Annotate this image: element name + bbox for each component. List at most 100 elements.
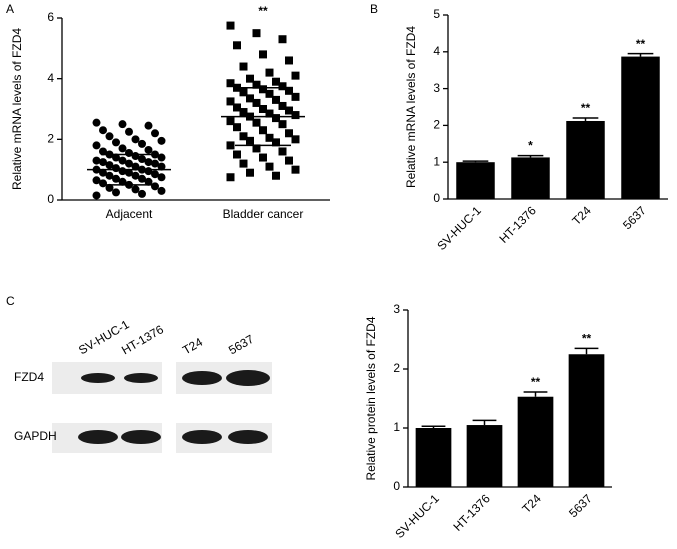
data-point [125,159,133,168]
data-point [265,109,274,118]
data-point [118,120,127,129]
data-point [144,121,153,130]
x-tick-label: HT-1376 [496,203,539,246]
x-tick-label: 5637 [566,491,595,520]
data-point [239,88,248,97]
panel-label: C [6,294,15,308]
data-point [151,182,159,191]
data-point [112,138,120,147]
data-point [285,129,293,138]
blot-band [228,430,268,444]
panel-label: B [370,2,378,16]
data-point [157,186,166,195]
data-point [233,41,241,50]
data-point [99,168,107,177]
data-point [272,171,280,180]
data-point [138,139,146,148]
data-point [144,158,153,167]
data-point [239,159,248,168]
data-point [226,97,235,106]
y-tick-label: 6 [47,10,54,24]
data-point [239,132,248,141]
data-point [99,147,107,156]
y-tick-label: 4 [47,71,54,85]
data-point [246,168,254,177]
y-tick-label: 2 [433,118,440,132]
data-point [226,21,235,30]
bar [415,428,452,487]
row-label: GAPDH [14,429,57,443]
y-tick-label: 4 [433,44,440,58]
y-axis-label: Relative mRNA levels of FZD4 [404,26,418,188]
x-tick-label: Adjacent [106,207,153,221]
data-point [252,118,261,127]
data-point [291,92,300,101]
x-tick-label: HT-1376 [450,491,493,534]
bar [517,396,554,487]
blot-band [81,373,115,383]
data-point [259,126,267,135]
data-point [151,170,159,179]
data-point [291,165,300,174]
data-point [138,189,146,198]
data-point [278,147,287,156]
data-point [285,156,293,165]
data-point [131,171,140,180]
y-tick-label: 3 [393,302,400,316]
y-tick-label: 3 [433,81,440,95]
data-point [226,117,235,126]
data-point [278,35,287,44]
data-point [239,62,248,71]
data-point [246,136,254,145]
data-point [252,98,261,107]
x-tick-label: SV-HUC-1 [434,203,484,253]
data-point [92,191,101,200]
y-tick-label: 0 [433,191,440,205]
panel-label: A [6,2,14,16]
data-point [272,138,280,147]
x-tick-label: Bladder cancer [223,207,304,221]
y-tick-label: 1 [433,154,440,168]
data-point [252,80,261,89]
data-point [92,118,101,127]
y-tick-label: 5 [433,7,440,21]
data-point [131,185,140,194]
y-axis-label: Relative protein levels of FZD4 [364,316,378,480]
data-point [226,79,235,88]
bar [621,56,660,199]
data-point [252,29,261,38]
data-point [138,174,146,183]
y-tick-label: 2 [47,132,54,146]
lane-label: T24 [180,335,205,358]
bar [566,120,605,199]
annotation: ** [636,37,646,51]
data-point [265,89,274,98]
data-point [259,85,267,94]
data-point [118,177,127,186]
blot-band [182,371,222,385]
data-point [138,155,146,164]
data-point [105,171,114,180]
data-point [118,156,127,165]
annotation: ** [258,4,268,18]
blot-band [124,373,158,383]
data-point [259,50,267,59]
data-point [278,120,287,129]
data-point [291,111,300,120]
data-point [99,158,107,167]
data-point [112,153,120,162]
x-tick-label: SV-HUC-1 [392,491,442,541]
bar [511,157,550,199]
data-point [226,141,235,150]
data-point [131,135,140,144]
data-point [105,132,114,141]
data-point [144,145,153,154]
blot-band [78,430,118,444]
data-point [151,129,159,138]
data-point [112,174,120,183]
data-point [246,94,254,103]
data-point [259,153,267,162]
data-point [285,56,293,65]
data-point [265,133,274,142]
